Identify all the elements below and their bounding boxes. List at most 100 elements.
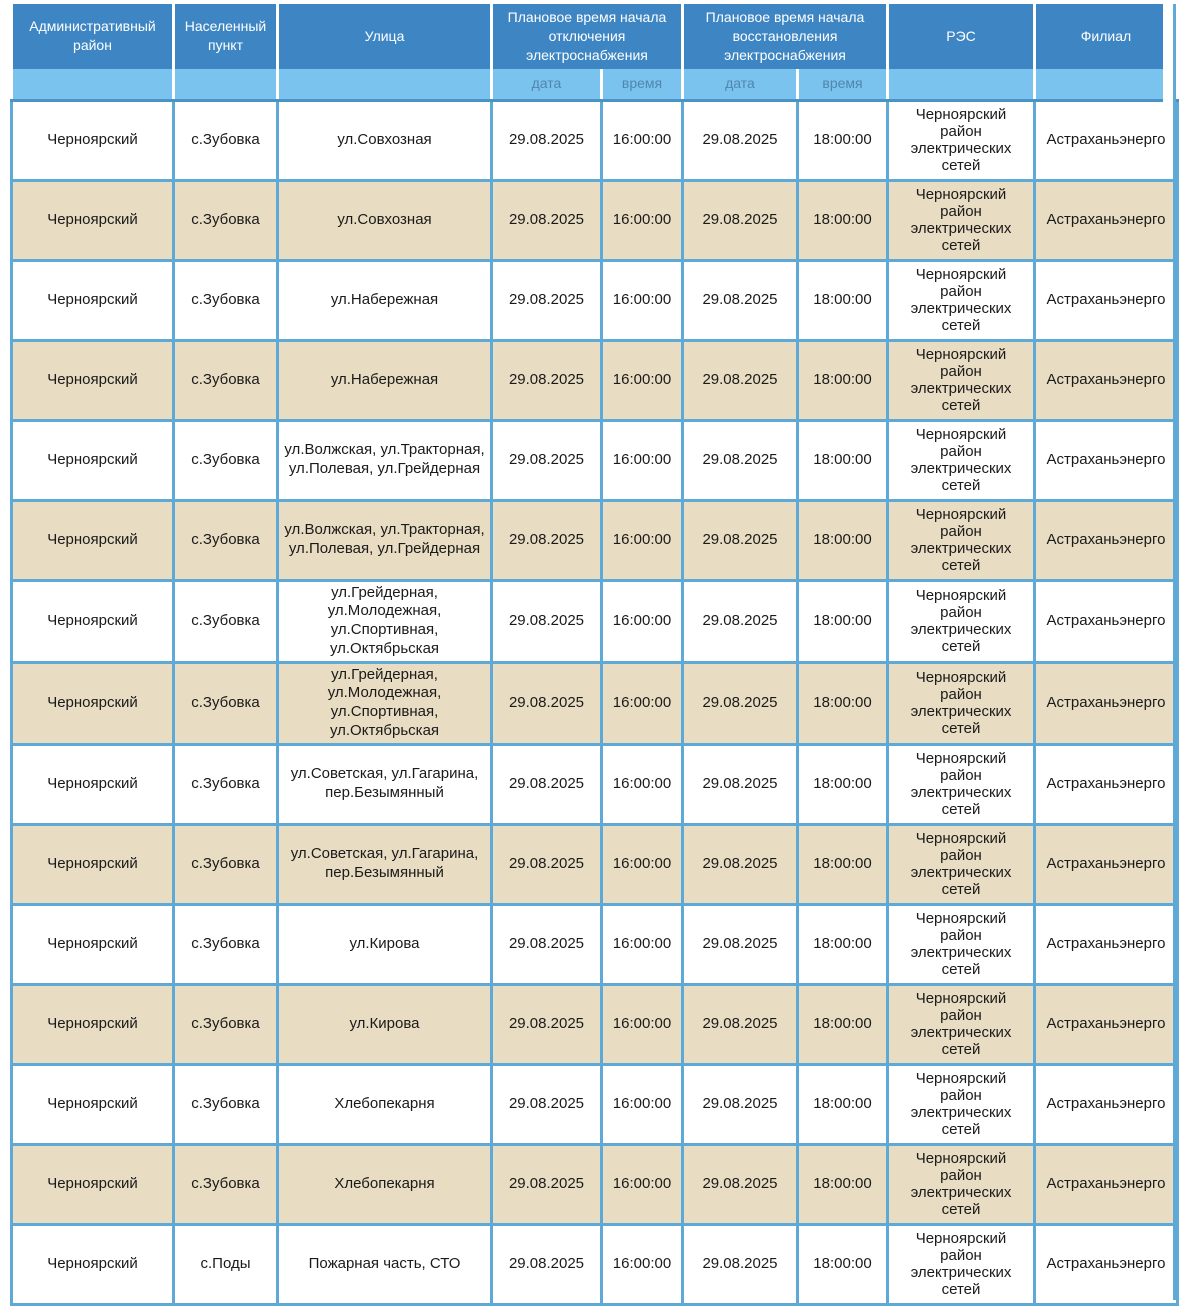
district-cell: Черноярский	[10, 178, 175, 262]
settlement-cell: с.Зубовка	[172, 742, 279, 826]
col-header-district: Административный район	[10, 4, 175, 69]
restore-time-cell: 18:00:00	[796, 1062, 889, 1146]
district-cell: Черноярский	[10, 338, 175, 422]
outage-time-cell: 16:00:00	[600, 498, 684, 582]
subheader-empty-branch	[1033, 68, 1179, 102]
restore-time-cell: 18:00:00	[796, 1222, 889, 1306]
outage-time-cell: 16:00:00	[600, 660, 684, 746]
restore-time-cell: 18:00:00	[796, 178, 889, 262]
branch-cell: Астраханьэнерго	[1033, 1062, 1179, 1146]
settlement-cell: с.Зубовка	[172, 178, 279, 262]
subheader-empty-district	[10, 68, 175, 102]
res-cell: Черноярский район электрических сетей	[886, 822, 1036, 906]
restore-date-cell: 29.08.2025	[681, 822, 799, 906]
branch-cell: Астраханьэнерго	[1033, 98, 1179, 182]
outage-date-cell: 29.08.2025	[490, 660, 603, 746]
restore-date-cell: 29.08.2025	[681, 660, 799, 746]
res-cell: Черноярский район электрических сетей	[886, 982, 1036, 1066]
street-cell: ул.Набережная	[276, 338, 493, 422]
outage-time-cell: 16:00:00	[600, 982, 684, 1066]
outage-table-body: Черноярский с.Зубовка ул.Совхозная 29.08.20…	[10, 98, 1179, 1306]
subheader-empty-res	[886, 68, 1036, 102]
restore-time-cell: 18:00:00	[796, 338, 889, 422]
restore-date-cell: 29.08.2025	[681, 338, 799, 422]
subheader-outage-date: дата	[490, 68, 603, 102]
col-header-res: РЭС	[886, 4, 1036, 69]
restore-time-cell: 18:00:00	[796, 578, 889, 664]
subheader-empty-settlement	[172, 68, 279, 102]
table-row: Черноярский с.Зубовка ул.Волжская, ул.Трак…	[10, 498, 1179, 582]
res-cell: Черноярский район электрических сетей	[886, 98, 1036, 182]
table-row: Черноярский с.Зубовка ул.Советская, ул.Гаг…	[10, 742, 1179, 826]
header-row: Административный район Населенный пункт …	[10, 4, 1179, 69]
outage-date-cell: 29.08.2025	[490, 1222, 603, 1306]
res-cell: Черноярский район электрических сетей	[886, 418, 1036, 502]
branch-cell: Астраханьэнерго	[1033, 418, 1179, 502]
settlement-cell: с.Зубовка	[172, 822, 279, 906]
settlement-cell: с.Зубовка	[172, 338, 279, 422]
res-cell: Черноярский район электрических сетей	[886, 1142, 1036, 1226]
restore-time-cell: 18:00:00	[796, 1142, 889, 1226]
outage-date-cell: 29.08.2025	[490, 1062, 603, 1146]
res-cell: Черноярский район электрических сетей	[886, 1222, 1036, 1306]
table-row: Черноярский с.Зубовка Хлебопекарня 29.08.20…	[10, 1062, 1179, 1146]
branch-cell: Астраханьэнерго	[1033, 498, 1179, 582]
outage-time-cell: 16:00:00	[600, 258, 684, 342]
subheader-row: дата время дата время	[10, 68, 1179, 102]
branch-cell: Астраханьэнерго	[1033, 822, 1179, 906]
restore-time-cell: 18:00:00	[796, 498, 889, 582]
subheader-restore-date: дата	[681, 68, 799, 102]
outage-time-cell: 16:00:00	[600, 178, 684, 262]
restore-time-cell: 18:00:00	[796, 418, 889, 502]
outage-time-cell: 16:00:00	[600, 902, 684, 986]
res-cell: Черноярский район электрических сетей	[886, 1062, 1036, 1146]
outage-date-cell: 29.08.2025	[490, 178, 603, 262]
outage-date-cell: 29.08.2025	[490, 98, 603, 182]
district-cell: Черноярский	[10, 902, 175, 986]
table-row: Черноярский с.Зубовка Хлебопекарня 29.08.20…	[10, 1142, 1179, 1226]
res-cell: Черноярский район электрических сетей	[886, 578, 1036, 664]
restore-date-cell: 29.08.2025	[681, 578, 799, 664]
settlement-cell: с.Зубовка	[172, 982, 279, 1066]
settlement-cell: с.Зубовка	[172, 498, 279, 582]
district-cell: Черноярский	[10, 742, 175, 826]
district-cell: Черноярский	[10, 660, 175, 746]
outage-time-cell: 16:00:00	[600, 1062, 684, 1146]
district-cell: Черноярский	[10, 578, 175, 664]
settlement-cell: с.Зубовка	[172, 1142, 279, 1226]
restore-date-cell: 29.08.2025	[681, 258, 799, 342]
table-row: Черноярский с.Зубовка ул.Кирова 29.08.2025 1…	[10, 902, 1179, 986]
district-cell: Черноярский	[10, 418, 175, 502]
table-header: Административный район Населенный пункт …	[10, 4, 1179, 102]
outage-date-cell: 29.08.2025	[490, 742, 603, 826]
restore-time-cell: 18:00:00	[796, 660, 889, 746]
outage-date-cell: 29.08.2025	[490, 418, 603, 502]
outage-date-cell: 29.08.2025	[490, 822, 603, 906]
restore-time-cell: 18:00:00	[796, 742, 889, 826]
district-cell: Черноярский	[10, 1062, 175, 1146]
outage-time-cell: 16:00:00	[600, 418, 684, 502]
subheader-outage-time: время	[600, 68, 684, 102]
street-cell: Пожарная часть, СТО	[276, 1222, 493, 1306]
branch-cell: Астраханьэнерго	[1033, 902, 1179, 986]
street-cell: ул.Волжская, ул.Тракторная, ул.Полевая, …	[276, 498, 493, 582]
outage-time-cell: 16:00:00	[600, 1142, 684, 1226]
outage-time-cell: 16:00:00	[600, 578, 684, 664]
restore-date-cell: 29.08.2025	[681, 1222, 799, 1306]
branch-cell: Астраханьэнерго	[1033, 1222, 1179, 1306]
col-header-restore-group: Плановое время начала восстановления эле…	[681, 4, 889, 69]
subheader-empty-street	[276, 68, 493, 102]
street-cell: ул.Набережная	[276, 258, 493, 342]
right-edge-border	[1173, 4, 1176, 1300]
outage-time-cell: 16:00:00	[600, 742, 684, 826]
district-cell: Черноярский	[10, 98, 175, 182]
res-cell: Черноярский район электрических сетей	[886, 902, 1036, 986]
street-cell: Хлебопекарня	[276, 1142, 493, 1226]
settlement-cell: с.Поды	[172, 1222, 279, 1306]
outage-date-cell: 29.08.2025	[490, 578, 603, 664]
table-row: Черноярский с.Зубовка ул.Грейдерная, ул.Мо…	[10, 578, 1179, 664]
outage-date-cell: 29.08.2025	[490, 498, 603, 582]
settlement-cell: с.Зубовка	[172, 258, 279, 342]
col-header-outage-group: Плановое время начала отключения электро…	[490, 4, 684, 69]
restore-date-cell: 29.08.2025	[681, 742, 799, 826]
